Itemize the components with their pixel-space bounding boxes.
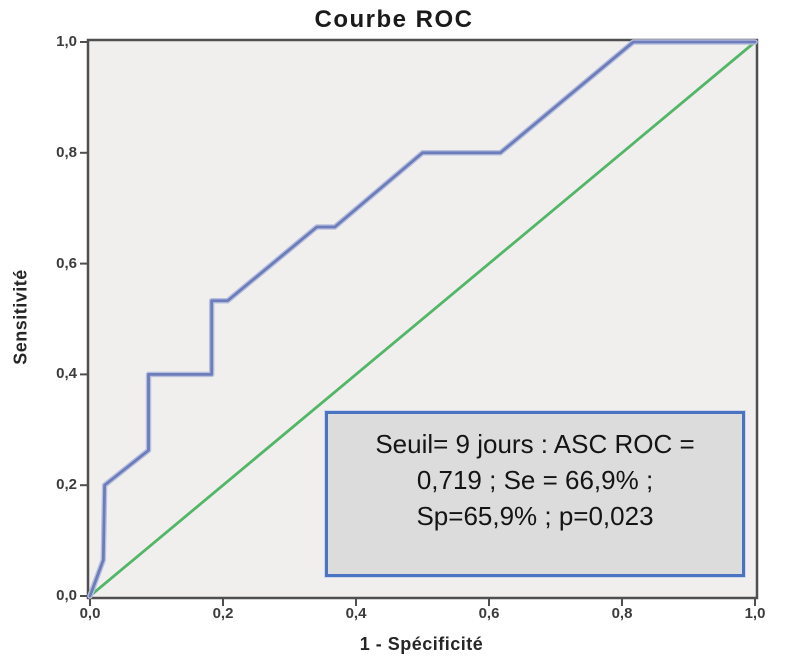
y-tick-label: 0,2 [56, 476, 77, 494]
x-tick-label: 0,2 [212, 605, 234, 622]
x-axis-label: 1 - Spécificité [359, 634, 484, 654]
x-tick-label: 0,6 [478, 605, 500, 622]
y-axis-label: Sensitivité [10, 269, 31, 365]
roc-curve [88, 40, 757, 598]
annotation-line-1: Seuil= 9 jours : ASC ROC = [375, 429, 695, 459]
x-tick-label: 0,0 [79, 605, 101, 622]
annotation-line-3: Sp=65,9% ; p=0,023 [416, 501, 654, 531]
reference-line [88, 40, 757, 598]
y-tick-label: 1,0 [56, 33, 77, 50]
x-tick-label: 0,4 [345, 605, 367, 622]
y-tick-label: 0,4 [56, 365, 77, 383]
annotation-box: Seuil= 9 jours : ASC ROC = 0,719 ; Se = … [325, 411, 745, 577]
annotation-line-2: 0,719 ; Se = 66,9% ; [416, 465, 654, 495]
x-tick-label: 1,0 [744, 605, 766, 622]
y-tick-label: 0,8 [56, 143, 77, 161]
y-tick-label: 0,0 [56, 587, 77, 604]
chart-title: Courbe ROC [314, 6, 474, 33]
x-tick-label: 0,8 [611, 605, 633, 622]
y-tick-label: 0,6 [56, 254, 77, 272]
